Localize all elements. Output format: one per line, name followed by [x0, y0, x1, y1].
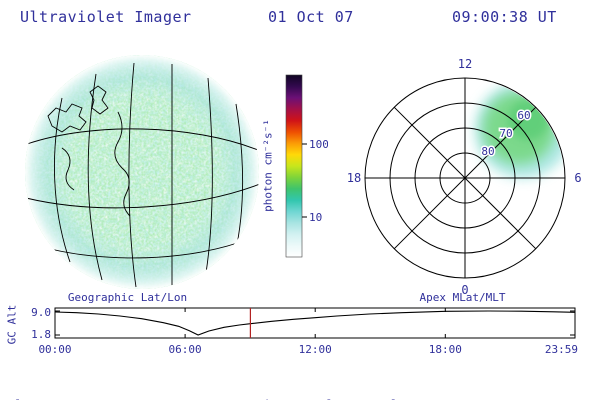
mlt-6-label: 6: [574, 171, 581, 185]
gc-alt-strip-chart: 9.0 1.8 00:00 06:00 12:00 18:00 23:59: [31, 306, 578, 356]
colorbar-gradient: [285, 74, 303, 258]
xtick-0000: 00:00: [38, 343, 71, 356]
ytick-label-top: 9.0: [31, 306, 51, 319]
header-time: 09:00:38 UT: [452, 8, 557, 26]
status-col-2: Door: Open Gain: 14: [133, 358, 205, 400]
status-mode: Mode: Normal: [247, 396, 334, 400]
altitude-curve: [54, 310, 575, 336]
status-gc-alt: GC Alt: 5.2 Re: [362, 396, 463, 400]
mlt-0-label: 0: [461, 283, 468, 297]
colorbar: 100 10: [285, 74, 328, 258]
mlat-60-label: 60: [517, 109, 530, 122]
mlat-70-label: 70: [499, 127, 512, 140]
app-title: Ultraviolet Imager: [20, 8, 192, 26]
status-flt: Flt: LBHL: [8, 396, 73, 400]
mlat-ring-labels: 60 70 80: [480, 108, 532, 160]
colorbar-label: photon cm⁻²s⁻¹: [261, 119, 275, 212]
xtick-2359: 23:59: [545, 343, 578, 356]
status-door: Door: Open: [133, 396, 205, 400]
xtick-1200: 12:00: [299, 343, 332, 356]
header-date: 01 Oct 07: [268, 8, 354, 26]
ytick-label-bottom: 1.8: [31, 328, 51, 341]
status-col-5: GLat: -64.5 GLon: 3.5: [486, 358, 565, 400]
status-col-3: Mode: Normal Dsp: -5.0: [247, 358, 334, 400]
mlt-hour-labels: 12 18 6 0: [347, 57, 582, 297]
status-col-4: GC Alt: 5.2 Re Seq: 39: [362, 358, 463, 400]
colorbar-tick-100: 100: [309, 138, 328, 151]
axis-box: [54, 307, 576, 339]
strip-ylabel: GC Alt: [5, 304, 19, 345]
apex-polar-panel: 60 70 80 12 18 6 0: [347, 57, 582, 297]
map-grid-overlay: [25, 62, 259, 288]
xtick-1800: 18:00: [429, 343, 462, 356]
geo-caption: Geographic Lat/Lon: [67, 291, 188, 304]
y-axis-ticks: [55, 310, 575, 336]
mlt-12-label: 12: [458, 57, 472, 71]
status-glat: GLat: -64.5: [486, 396, 565, 400]
xtick-0600: 06:00: [169, 343, 202, 356]
colorbar-tick-10: 10: [309, 211, 322, 224]
mlat-80-label: 80: [481, 145, 494, 158]
geo-disk-panel: [25, 55, 259, 289]
x-axis-labels: 00:00 06:00 12:00 18:00 23:59: [38, 343, 578, 356]
x-axis-ticks: [54, 308, 576, 338]
apex-caption: Apex MLat/MLT: [419, 291, 506, 304]
uv-earth-image: [25, 55, 259, 289]
status-col-1: Flt: LBHL IP: 36.0: [8, 358, 73, 400]
mlt-18-label: 18: [347, 171, 361, 185]
polar-grid: [364, 77, 566, 279]
